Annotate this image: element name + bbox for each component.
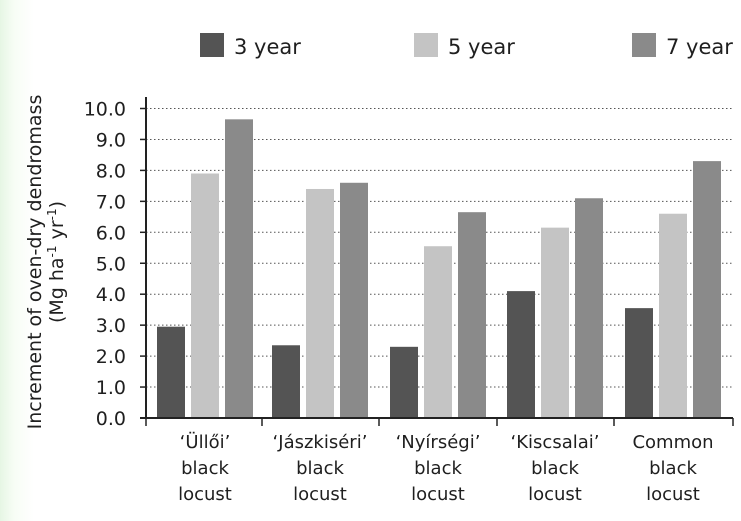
bar-3-year-5	[625, 308, 653, 418]
x-category-label: black	[181, 458, 229, 479]
x-category-label: locust	[528, 484, 582, 505]
legend-label: 3 year	[234, 35, 301, 59]
x-category-label: black	[296, 458, 344, 479]
x-category-label: ‘Jászkiséri’	[273, 432, 368, 453]
superscript: -1	[45, 208, 59, 220]
bar-5-year-4	[541, 227, 569, 418]
y-tick-labels: 0.0 1.0 2.0 3.0 4.0 5.0 6.0 7.0 8.0 9.0 10.0	[84, 99, 126, 431]
bar-7-year-5	[693, 161, 721, 419]
y-tick-label: 1.0	[96, 377, 126, 399]
bar-5-year-5	[659, 213, 687, 418]
y-axis-label: Increment of oven-dry dendromass (Mg ha-1…	[24, 95, 68, 430]
legend-label: 5 year	[448, 35, 515, 59]
y-axis-title-line1: Increment of oven-dry dendromass	[24, 95, 46, 430]
y-tick-label: 8.0	[96, 160, 126, 182]
x-category-labels: ‘Üllői’ black locust ‘Jászkiséri’ black locus…	[178, 431, 713, 505]
y-tick-label: 0.0	[96, 408, 126, 430]
x-category-label: black	[531, 458, 579, 479]
bar-3-year-1	[157, 326, 185, 418]
y-tick-label: 3.0	[96, 315, 126, 337]
legend-label: 7 year	[666, 35, 733, 59]
x-category-label: ‘Nyírségi’	[396, 432, 481, 453]
x-category-label: locust	[646, 484, 700, 505]
x-category-label: Common	[632, 432, 713, 453]
legend-swatch	[632, 33, 656, 57]
label-segment: yr	[46, 220, 68, 245]
bar-5-year-3	[424, 246, 452, 418]
legend: 3 year 5 year 7 year	[200, 33, 733, 59]
x-category-label: black	[414, 458, 462, 479]
bar-7-year-3	[458, 212, 486, 418]
x-category-label: ‘Kiscsalai’	[511, 432, 600, 453]
x-category-label: locust	[178, 484, 232, 505]
x-category-label: black	[649, 458, 697, 479]
y-tick-label: 10.0	[84, 99, 126, 121]
bar-7-year-1	[225, 119, 253, 419]
axes	[140, 97, 734, 426]
bar-5-year-1	[191, 173, 219, 418]
x-category-label: locust	[411, 484, 465, 505]
label-segment: (Mg ha	[46, 257, 68, 323]
legend-swatch	[414, 33, 438, 57]
legend-swatch	[200, 33, 224, 57]
bar-7-year-4	[575, 198, 603, 418]
y-tick-label: 5.0	[96, 253, 126, 275]
y-tick-label: 9.0	[96, 129, 126, 151]
label-segment: )	[46, 201, 68, 208]
y-tick-label: 6.0	[96, 222, 126, 244]
x-category-label: locust	[293, 484, 347, 505]
bars	[157, 119, 721, 419]
bar-5-year-2	[306, 188, 334, 418]
y-tick-label: 7.0	[96, 191, 126, 213]
y-tick-label: 2.0	[96, 346, 126, 368]
y-tick-label: 4.0	[96, 284, 126, 306]
bar-3-year-2	[272, 345, 300, 418]
y-axis-title-line2: (Mg ha-1 yr-1)	[45, 201, 68, 323]
x-category-label: ‘Üllői’	[180, 431, 231, 453]
bar-3-year-3	[390, 346, 418, 418]
superscript: -1	[45, 245, 59, 257]
bar-7-year-2	[340, 182, 368, 418]
bar-3-year-4	[507, 291, 535, 418]
